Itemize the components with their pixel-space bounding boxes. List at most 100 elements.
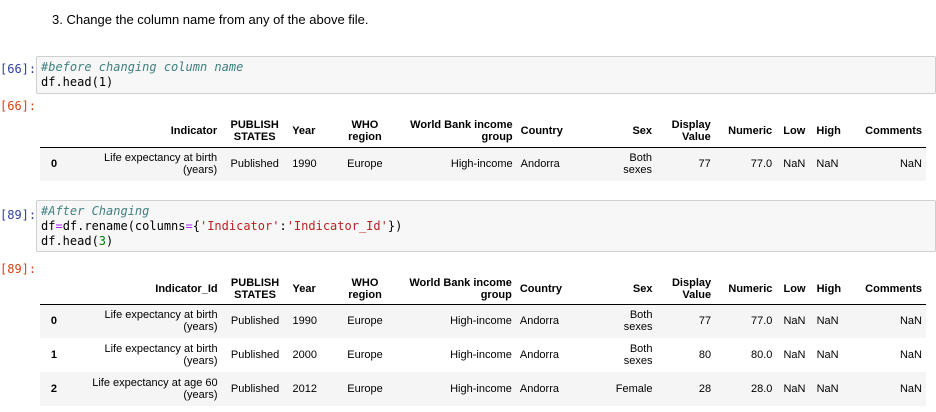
cell-text-line: (years) <box>182 164 218 177</box>
column-header[interactable]: Numeric <box>715 115 776 147</box>
column-header[interactable]: Indicator_Id <box>68 274 222 304</box>
column-header[interactable]: Year <box>289 274 329 304</box>
column-header[interactable]: PUBLISH STATES <box>221 115 288 147</box>
table-row: 0 Life expectancy at birth (years) Publishe… <box>40 304 926 338</box>
cell-text-line: region <box>348 288 382 301</box>
column-header[interactable]: Indicator <box>68 115 221 147</box>
column-header[interactable]: Sex <box>580 274 657 304</box>
cell-text-line: WHO <box>351 276 379 289</box>
table-cell: Published <box>222 338 289 372</box>
column-header[interactable]: Sex <box>581 115 656 147</box>
column-header[interactable]: WHO region <box>328 115 402 147</box>
column-header[interactable]: World Bank income group <box>402 115 517 147</box>
cell-text-line: Numeric <box>728 124 773 137</box>
cell-text-line: 0 <box>50 158 58 171</box>
cell1-code-editor[interactable]: #before changing column name df.head(1) <box>36 56 936 94</box>
code-token: 'Indicator_Id' <box>286 219 388 233</box>
table-cell: Europe <box>328 372 401 406</box>
column-header[interactable]: Low <box>776 274 812 304</box>
cell-text-line: Country <box>520 124 563 137</box>
table-cell: NaN <box>813 372 856 406</box>
column-header[interactable]: Comments <box>856 274 926 304</box>
cell-text-line: Europe <box>347 158 383 171</box>
table-cell: Published <box>221 147 288 181</box>
cell-text-line: NaN <box>816 383 839 395</box>
code-token: df <box>41 219 56 233</box>
column-header[interactable]: High <box>813 274 856 304</box>
cell1-output-prompt: [66]: <box>0 99 37 113</box>
cell-text-line: Both <box>629 152 653 165</box>
cell2-code-editor[interactable]: #After Changing df=df.rename(columns={'I… <box>36 200 936 252</box>
column-header[interactable]: Comments <box>855 115 926 147</box>
table-cell: 77 <box>656 147 715 181</box>
table-cell: NaN <box>776 147 812 181</box>
table-row: 2 Life expectancy at age 60 (years) Publish… <box>40 372 926 406</box>
cell-text-line: sexes <box>623 164 653 177</box>
cell-text-line: 80.0 <box>750 349 773 361</box>
table-cell: NaN <box>776 372 812 406</box>
table-cell: NaN <box>813 338 856 372</box>
cell2-comment: #After Changing <box>41 204 150 218</box>
cell1-code-line: df.head(1) <box>41 75 114 89</box>
table-header-row: Indicator_Id PUBLISH STATES Year WHO region Wo… <box>40 274 926 304</box>
column-header[interactable]: World Bank income group <box>402 274 516 304</box>
table-cell: High-income <box>402 304 516 338</box>
table-header-row: Indicator PUBLISH STATES Year WHO region World… <box>40 115 926 147</box>
table-cell: NaN <box>812 147 855 181</box>
cell-text-line: sexes <box>623 355 653 367</box>
cell-text-line: NaN <box>783 349 806 361</box>
cell-text-line: 28.0 <box>750 383 773 395</box>
table-cell: 28 <box>656 372 715 406</box>
table-cell: High-income <box>402 338 516 372</box>
row-index: 0 <box>40 304 68 338</box>
cell-text-line: group <box>480 288 512 301</box>
cell-text-line: 2 <box>50 383 58 395</box>
cell-text-line: 0 <box>50 315 58 328</box>
row-index: 0 <box>40 147 68 181</box>
cell-text-line: Life expectancy at birth <box>104 309 218 322</box>
column-header[interactable]: Display Value <box>656 115 715 147</box>
cell-text-line: 77.0 <box>750 315 773 328</box>
code-token: 'Indicator' <box>199 219 280 233</box>
table-cell: Life expectancy at birth (years) <box>68 338 222 372</box>
table-cell: NaN <box>776 338 812 372</box>
cell-text-line: Country <box>519 282 563 295</box>
column-header[interactable]: Numeric <box>715 274 776 304</box>
cell-text-line: Both <box>629 343 653 355</box>
cell-text-line: Year <box>292 124 316 137</box>
table-cell: High-income <box>402 147 517 181</box>
table-cell: Life expectancy at birth (years) <box>68 147 221 181</box>
table-cell: NaN <box>856 338 926 372</box>
column-header[interactable]: Display Value <box>656 274 715 304</box>
cell-text-line: Published <box>230 158 279 171</box>
cell-text-line: High <box>816 282 842 295</box>
table-cell: Europe <box>328 147 402 181</box>
column-header[interactable]: Year <box>288 115 328 147</box>
table-cell: Andorra <box>516 304 580 338</box>
cell-text-line: High-income <box>450 315 512 328</box>
table-cell: 1990 <box>288 147 328 181</box>
cell-text-line: World Bank income <box>409 276 512 289</box>
table-cell: 2000 <box>289 338 329 372</box>
table-cell: 77 <box>656 304 715 338</box>
table-cell: 80 <box>656 338 715 372</box>
cell-text-line: Europe <box>347 315 383 328</box>
cell-text-line: NaN <box>783 383 806 395</box>
column-header[interactable]: High <box>812 115 855 147</box>
cell-text-line: 2012 <box>292 383 317 395</box>
cell-text-line: Published <box>230 349 280 361</box>
column-header[interactable]: Country <box>517 115 581 147</box>
table-cell: Life expectancy at age 60 (years) <box>68 372 222 406</box>
cell-text-line: 1 <box>50 349 58 361</box>
cell-text-line: NaN <box>783 315 806 328</box>
column-header[interactable]: WHO region <box>328 274 401 304</box>
cell-text-line: High-income <box>450 349 512 361</box>
cell-text-line: Europe <box>347 383 383 395</box>
column-header[interactable]: PUBLISH STATES <box>222 274 289 304</box>
column-header[interactable]: Country <box>516 274 580 304</box>
cell2-output-prompt: [89]: <box>0 262 37 276</box>
index-header <box>40 274 68 304</box>
dataframe-table-before: Indicator PUBLISH STATES Year WHO region World… <box>40 115 926 181</box>
column-header[interactable]: Low <box>776 115 812 147</box>
table-cell: Both sexes <box>580 338 657 372</box>
